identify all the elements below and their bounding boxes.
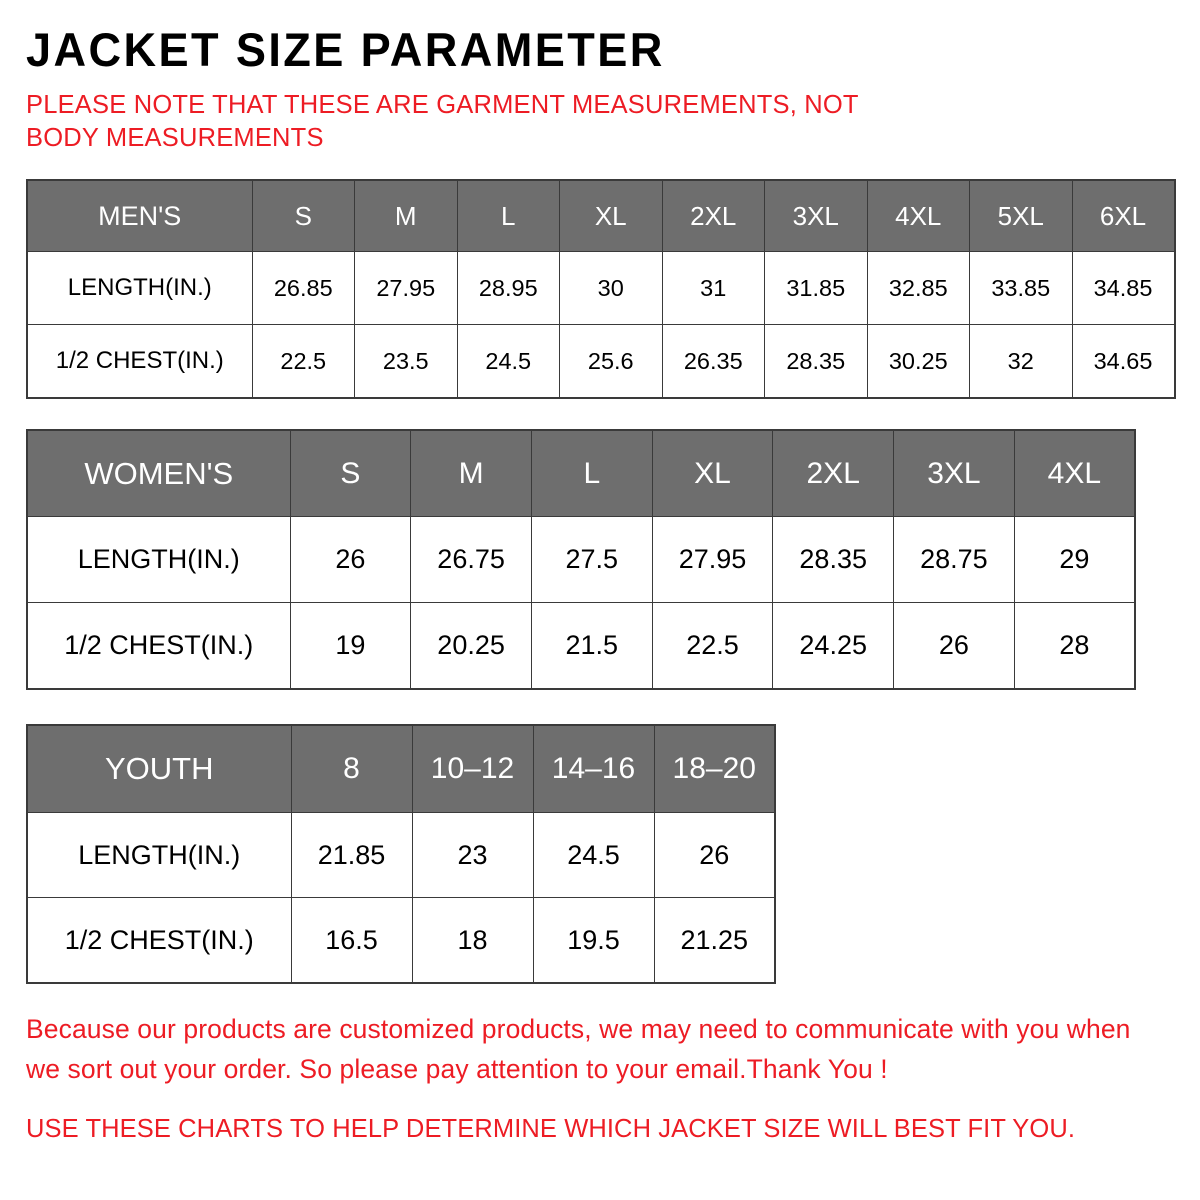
measurement-value: 19 — [289, 602, 412, 690]
table-row: 1/2 CHEST(IN.) 22.5 23.5 24.5 25.6 26.35… — [26, 324, 1175, 399]
youth-size-header: 8 — [290, 724, 413, 814]
measurement-label: LENGTH(IN.) — [26, 516, 291, 604]
measurement-value: 18 — [411, 897, 534, 984]
youth-table-title: YOUTH — [26, 724, 292, 814]
measurement-value: 24.5 — [456, 324, 560, 399]
mens-table-title: MEN'S — [26, 179, 253, 253]
measurement-value: 28.75 — [893, 516, 1015, 604]
measurement-value: 30 — [559, 251, 663, 326]
table-header-row: YOUTH 8 10–12 14–16 18–20 — [26, 724, 776, 814]
measurement-value: 26.75 — [410, 516, 532, 604]
mens-size-table: MEN'S S M L XL 2XL 3XL 4XL 5XL 6XL LENGT… — [26, 179, 1176, 400]
measurement-value: 26.85 — [251, 251, 355, 326]
measurement-value: 32 — [969, 324, 1073, 399]
mens-table-head: MEN'S S M L XL 2XL 3XL 4XL 5XL 6XL — [26, 179, 1175, 253]
measurement-value: 23.5 — [354, 324, 458, 399]
garment-measurement-note: PLEASE NOTE THAT THESE ARE GARMENT MEASU… — [26, 91, 859, 153]
measurement-value: 16.5 — [290, 897, 413, 984]
mens-size-header: 6XL — [1071, 179, 1175, 253]
measurement-value: 27.95 — [651, 516, 774, 604]
measurement-value: 34.85 — [1071, 251, 1175, 326]
measurement-value: 31 — [661, 251, 765, 326]
measurement-value: 26 — [893, 602, 1015, 690]
measurement-value: 28.95 — [456, 251, 560, 326]
measurement-value: 31.85 — [764, 251, 868, 326]
womens-size-header: XL — [651, 429, 774, 518]
table-row: LENGTH(IN.) 26 26.75 27.5 27.95 28.35 28… — [26, 516, 1136, 604]
measurement-value: 22.5 — [251, 324, 355, 399]
womens-table-head: WOMEN'S S M L XL 2XL 3XL 4XL — [26, 429, 1136, 518]
table-row: 1/2 CHEST(IN.) 19 20.25 21.5 22.5 24.25 … — [26, 602, 1136, 690]
measurement-value: 20.25 — [410, 602, 532, 690]
customized-products-note: Because our products are customized prod… — [26, 1014, 1131, 1084]
womens-size-header: M — [410, 429, 532, 518]
measurement-value: 33.85 — [969, 251, 1073, 326]
measurement-value: 32.85 — [866, 251, 970, 326]
measurement-value: 30.25 — [866, 324, 970, 399]
table-header-row: WOMEN'S S M L XL 2XL 3XL 4XL — [26, 429, 1136, 518]
measurement-value: 22.5 — [651, 602, 774, 690]
measurement-label: 1/2 CHEST(IN.) — [26, 324, 253, 399]
mens-size-header: 5XL — [969, 179, 1073, 253]
youth-size-table: YOUTH 8 10–12 14–16 18–20 LENGTH(IN.) 21… — [26, 724, 776, 985]
youth-table-body: LENGTH(IN.) 21.85 23 24.5 26 1/2 CHEST(I… — [26, 812, 776, 984]
mens-table-body: LENGTH(IN.) 26.85 27.95 28.95 30 31 31.8… — [26, 251, 1175, 399]
measurement-value: 26.35 — [661, 324, 765, 399]
measurement-value: 25.6 — [559, 324, 663, 399]
measurement-value: 34.65 — [1071, 324, 1175, 399]
mens-size-header: XL — [559, 179, 663, 253]
table-header-row: MEN'S S M L XL 2XL 3XL 4XL 5XL 6XL — [26, 179, 1175, 253]
measurement-value: 28 — [1013, 602, 1136, 690]
measurement-value: 29 — [1013, 516, 1136, 604]
table-row: 1/2 CHEST(IN.) 16.5 18 19.5 21.25 — [26, 897, 776, 984]
measurement-value: 21.25 — [653, 897, 776, 984]
womens-size-header: L — [530, 429, 653, 518]
measurement-value: 27.5 — [530, 516, 653, 604]
mens-size-header: M — [354, 179, 458, 253]
measurement-value: 24.5 — [532, 812, 655, 899]
measurement-label: 1/2 CHEST(IN.) — [26, 897, 292, 984]
womens-size-table: WOMEN'S S M L XL 2XL 3XL 4XL LENGTH(IN.)… — [26, 429, 1136, 691]
table-row: LENGTH(IN.) 21.85 23 24.5 26 — [26, 812, 776, 899]
measurement-value: 28.35 — [772, 516, 895, 604]
measurement-value: 27.95 — [354, 251, 458, 326]
mens-size-header: 4XL — [866, 179, 970, 253]
womens-size-header: 4XL — [1013, 429, 1136, 518]
youth-size-header: 14–16 — [532, 724, 655, 814]
womens-table-title: WOMEN'S — [26, 429, 291, 518]
womens-size-header: 2XL — [772, 429, 895, 518]
measurement-label: LENGTH(IN.) — [26, 812, 292, 899]
table-row: LENGTH(IN.) 26.85 27.95 28.95 30 31 31.8… — [26, 251, 1175, 326]
youth-table-head: YOUTH 8 10–12 14–16 18–20 — [26, 724, 776, 814]
measurement-value: 19.5 — [532, 897, 655, 984]
womens-size-header: S — [289, 429, 412, 518]
measurement-value: 21.5 — [530, 602, 653, 690]
page-title: JACKET SIZE PARAMETER — [26, 23, 665, 76]
womens-size-header: 3XL — [893, 429, 1015, 518]
use-charts-note: USE THESE CHARTS TO HELP DETERMINE WHICH… — [26, 1114, 1076, 1143]
measurement-value: 23 — [411, 812, 534, 899]
measurement-value: 26 — [289, 516, 412, 604]
mens-size-header: L — [456, 179, 560, 253]
mens-size-header: S — [251, 179, 355, 253]
youth-size-header: 18–20 — [653, 724, 776, 814]
youth-size-header: 10–12 — [411, 724, 534, 814]
measurement-label: LENGTH(IN.) — [26, 251, 253, 326]
mens-size-header: 3XL — [764, 179, 868, 253]
measurement-value: 28.35 — [764, 324, 868, 399]
measurement-label: 1/2 CHEST(IN.) — [26, 602, 291, 690]
mens-size-header: 2XL — [661, 179, 765, 253]
measurement-value: 24.25 — [772, 602, 895, 690]
footer: Because our products are customized prod… — [26, 984, 1174, 1146]
measurement-value: 26 — [653, 812, 776, 899]
measurement-value: 21.85 — [290, 812, 413, 899]
womens-table-body: LENGTH(IN.) 26 26.75 27.5 27.95 28.35 28… — [26, 516, 1136, 690]
